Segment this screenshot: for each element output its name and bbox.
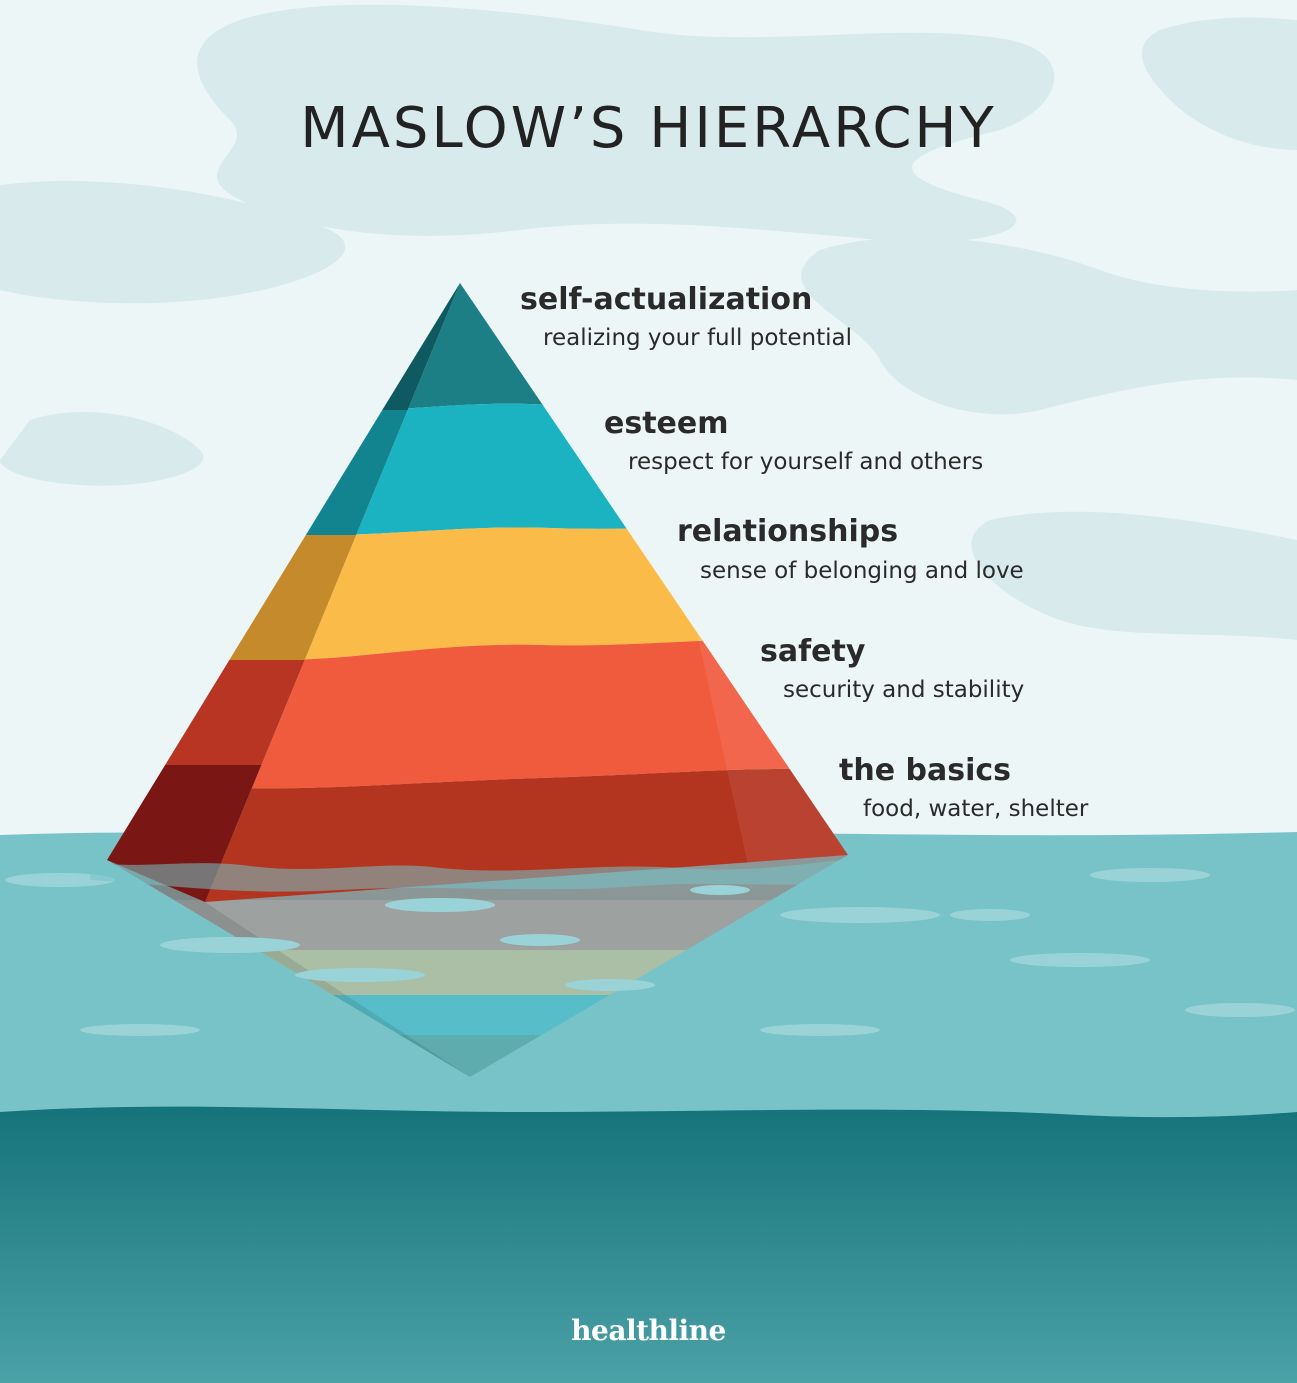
- level-desc-safety: security and stability: [783, 677, 1025, 703]
- level-label-the-basics: the basics: [839, 753, 1011, 788]
- water-line: [90, 858, 870, 892]
- level-label-safety: safety: [760, 634, 866, 669]
- page-title: MASLOW’S HIERARCHY: [300, 96, 997, 161]
- level-label-self-actualization: self-actualization: [520, 282, 813, 317]
- level-label-esteem: esteem: [604, 406, 729, 441]
- deep-sea: [0, 1106, 1297, 1383]
- clouds: [0, 4, 1297, 640]
- level-desc-relationships: sense of belonging and love: [700, 558, 1024, 584]
- level-desc-self-actualization: realizing your full potential: [543, 325, 853, 351]
- brand-logo-text: healthline: [571, 1314, 726, 1347]
- level-desc-esteem: respect for yourself and others: [628, 449, 984, 475]
- level-label-relationships: relationships: [677, 514, 899, 549]
- water-ripples: [5, 868, 1295, 1036]
- level-desc-the-basics: food, water, shelter: [863, 796, 1089, 822]
